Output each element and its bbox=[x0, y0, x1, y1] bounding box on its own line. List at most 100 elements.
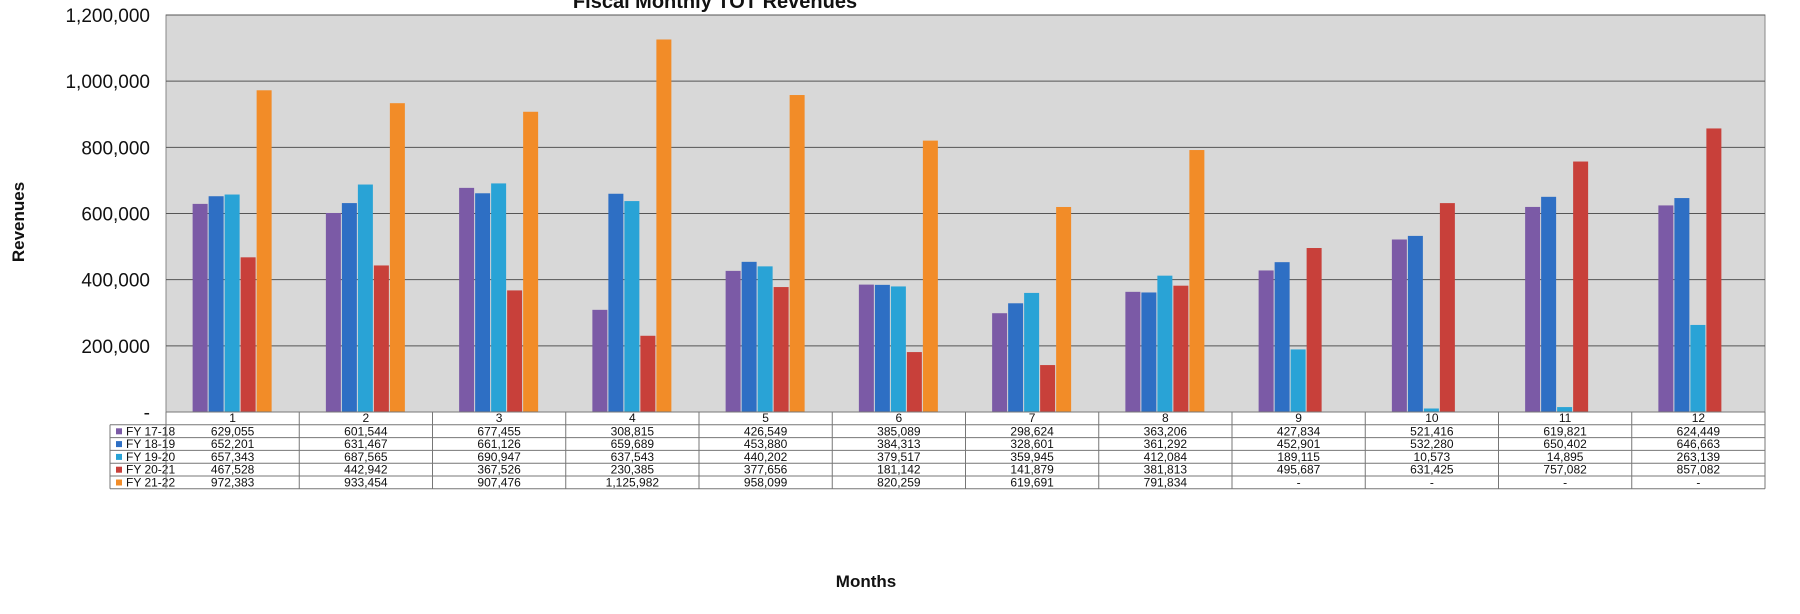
table-cell: 857,082 bbox=[1677, 463, 1721, 477]
y-tick-label: 600,000 bbox=[81, 205, 150, 226]
bar bbox=[1141, 292, 1157, 412]
table-cell: 328,601 bbox=[1010, 437, 1054, 451]
table-cell: 650,402 bbox=[1543, 437, 1587, 451]
bar bbox=[357, 184, 373, 412]
table-cell: 426,549 bbox=[744, 424, 788, 438]
table-cell: 690,947 bbox=[477, 450, 521, 464]
bar bbox=[741, 261, 757, 412]
y-tick-label: 1,200,000 bbox=[65, 6, 150, 27]
bar bbox=[1125, 291, 1141, 412]
bar bbox=[1274, 262, 1290, 412]
legend-key bbox=[116, 441, 122, 448]
table-cell: 907,476 bbox=[477, 476, 521, 490]
bar bbox=[523, 111, 539, 413]
table-cell: 298,624 bbox=[1010, 424, 1054, 438]
bar bbox=[725, 270, 741, 412]
y-tick-label: 200,000 bbox=[81, 337, 150, 358]
bar bbox=[592, 309, 608, 412]
bar bbox=[1306, 248, 1322, 412]
table-cell: 619,691 bbox=[1010, 476, 1054, 490]
bar bbox=[1056, 206, 1072, 412]
bar bbox=[192, 203, 208, 412]
table-cell: 381,813 bbox=[1144, 463, 1188, 477]
bar bbox=[389, 103, 405, 412]
table-cell: 1,125,982 bbox=[606, 476, 660, 490]
table-cell: - bbox=[1563, 476, 1567, 490]
table-cell: 677,455 bbox=[477, 424, 521, 438]
table-cell: 377,656 bbox=[744, 463, 788, 477]
table-cell: 467,528 bbox=[211, 463, 255, 477]
table-header-cell: 2 bbox=[363, 411, 370, 425]
legend-key bbox=[116, 479, 122, 486]
table-cell: 453,880 bbox=[744, 437, 788, 451]
bar bbox=[922, 140, 938, 412]
bar bbox=[1658, 205, 1674, 412]
table-header-cell: 4 bbox=[629, 411, 636, 425]
table-cell: 412,084 bbox=[1144, 450, 1188, 464]
table-cell: 820,259 bbox=[877, 476, 921, 490]
gridlines bbox=[166, 14, 1765, 347]
bar bbox=[459, 187, 475, 412]
bar bbox=[1407, 235, 1423, 412]
table-cell: - bbox=[1696, 476, 1700, 490]
table-series-label: FY 18-19 bbox=[126, 437, 175, 451]
table-cell: 958,099 bbox=[744, 476, 788, 490]
bar bbox=[373, 265, 389, 412]
table-cell: 181,142 bbox=[877, 463, 921, 477]
bar bbox=[906, 352, 922, 412]
table-cell: 532,280 bbox=[1410, 437, 1454, 451]
table-header-cell: 6 bbox=[896, 411, 903, 425]
bar bbox=[1573, 161, 1589, 412]
table-cell: 189,115 bbox=[1277, 450, 1320, 464]
table-cell: 637,543 bbox=[611, 450, 655, 464]
bar bbox=[640, 335, 656, 412]
table-cell: 14,895 bbox=[1547, 450, 1584, 464]
bar bbox=[491, 183, 507, 412]
bar bbox=[1258, 270, 1274, 412]
bar bbox=[256, 90, 272, 413]
table-header-cell: 8 bbox=[1162, 411, 1169, 425]
bar bbox=[858, 284, 874, 412]
table-cell: 440,202 bbox=[744, 450, 788, 464]
table-cell: 933,454 bbox=[344, 476, 388, 490]
table-cell: 367,526 bbox=[477, 463, 521, 477]
table-header-cell: 1 bbox=[229, 411, 236, 425]
table-cell: 495,687 bbox=[1277, 463, 1321, 477]
bar bbox=[1706, 128, 1722, 412]
table-cell: 361,292 bbox=[1144, 437, 1188, 451]
table-cell: 359,945 bbox=[1010, 450, 1054, 464]
y-axis-ticks: - 200,000 400,000 600,000 800,000 1,000,000 1,… bbox=[65, 6, 150, 424]
bar bbox=[874, 284, 890, 412]
bar bbox=[1290, 349, 1306, 412]
bar bbox=[1008, 303, 1024, 412]
table-cell: 601,544 bbox=[344, 424, 388, 438]
bar bbox=[341, 203, 357, 412]
y-tick-label: 1,000,000 bbox=[65, 72, 150, 93]
table-series-label: FY 21-22 bbox=[126, 476, 175, 490]
table-cell: 442,942 bbox=[344, 463, 388, 477]
bar bbox=[1674, 198, 1690, 412]
bar bbox=[1189, 150, 1205, 412]
bar bbox=[240, 257, 256, 412]
table-cell: - bbox=[1297, 476, 1301, 490]
x-axis-title: Months bbox=[836, 572, 896, 591]
table-header-cell: 9 bbox=[1295, 411, 1302, 425]
bar bbox=[507, 290, 523, 412]
bar bbox=[656, 39, 672, 413]
table-cell: 687,565 bbox=[344, 450, 388, 464]
table-cell: 521,416 bbox=[1410, 424, 1454, 438]
table-cell: 427,834 bbox=[1277, 424, 1321, 438]
bar bbox=[608, 193, 624, 412]
table-cell: 308,815 bbox=[611, 424, 655, 438]
bar bbox=[325, 212, 341, 412]
table-series-label: FY 17-18 bbox=[126, 424, 175, 438]
table-series-label: FY 19-20 bbox=[126, 450, 175, 464]
table-cell: 661,126 bbox=[477, 437, 521, 451]
bar bbox=[1690, 324, 1706, 412]
bar bbox=[475, 193, 491, 412]
table-cell: 384,313 bbox=[877, 437, 921, 451]
bar bbox=[1391, 239, 1407, 412]
table-cell: 141,879 bbox=[1010, 463, 1054, 477]
table-cell: 757,082 bbox=[1543, 463, 1587, 477]
